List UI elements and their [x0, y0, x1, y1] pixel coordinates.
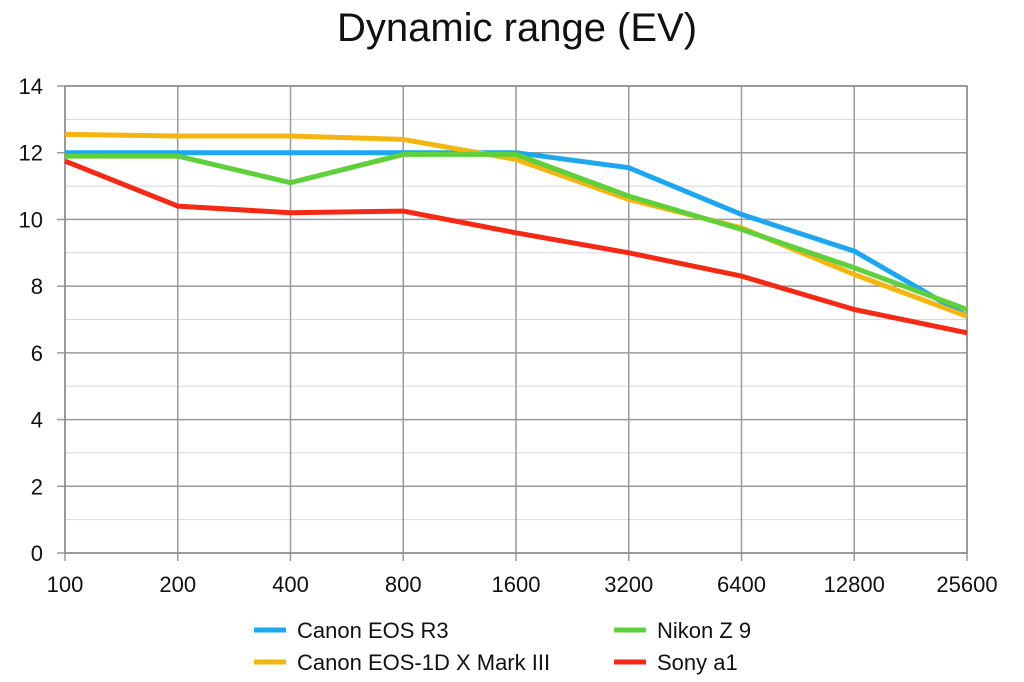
x-tick-label: 12800 [824, 572, 885, 597]
x-tick-label: 1600 [492, 572, 541, 597]
x-tick-label: 3200 [604, 572, 653, 597]
y-tick-label: 12 [19, 141, 43, 166]
axes [57, 85, 968, 561]
legend-label: Sony a1 [657, 650, 738, 675]
series-lines [64, 131, 969, 336]
x-tick-label: 200 [159, 572, 196, 597]
y-tick-label: 4 [31, 408, 43, 433]
legend-label: Nikon Z 9 [657, 618, 751, 643]
series-line-canon-eos-1d-x-mark-iii [64, 131, 968, 319]
x-tick-label: 25600 [936, 572, 997, 597]
y-axis-tick-labels: 0 2 4 6 8 10 12 14 [19, 74, 43, 566]
y-tick-label: 6 [31, 341, 43, 366]
plot-border [64, 85, 968, 554]
y-tick-label: 8 [31, 274, 43, 299]
y-tick-label: 0 [31, 541, 43, 566]
legend-label: Canon EOS R3 [297, 618, 449, 643]
series-line-sony-a1 [64, 158, 968, 336]
y-tick-label: 2 [31, 474, 43, 499]
x-axis-tick-labels: 100 200 400 800 1600 3200 6400 12800 25600 [47, 572, 998, 597]
x-tick-label: 100 [47, 572, 84, 597]
chart-title: Dynamic range (EV) [336, 6, 698, 50]
series-line-nikon-z-9 [65, 151, 968, 312]
y-tick-label: 14 [19, 74, 43, 99]
legend-label: Canon EOS-1D X Mark III [297, 650, 550, 675]
x-tick-label: 6400 [717, 572, 766, 597]
x-tick-label: 400 [272, 572, 309, 597]
y-tick-label: 10 [19, 207, 43, 232]
x-tick-label: 800 [385, 572, 422, 597]
legend: Canon EOS R3 Nikon Z 9 Canon EOS-1D X Mark… [254, 618, 751, 675]
